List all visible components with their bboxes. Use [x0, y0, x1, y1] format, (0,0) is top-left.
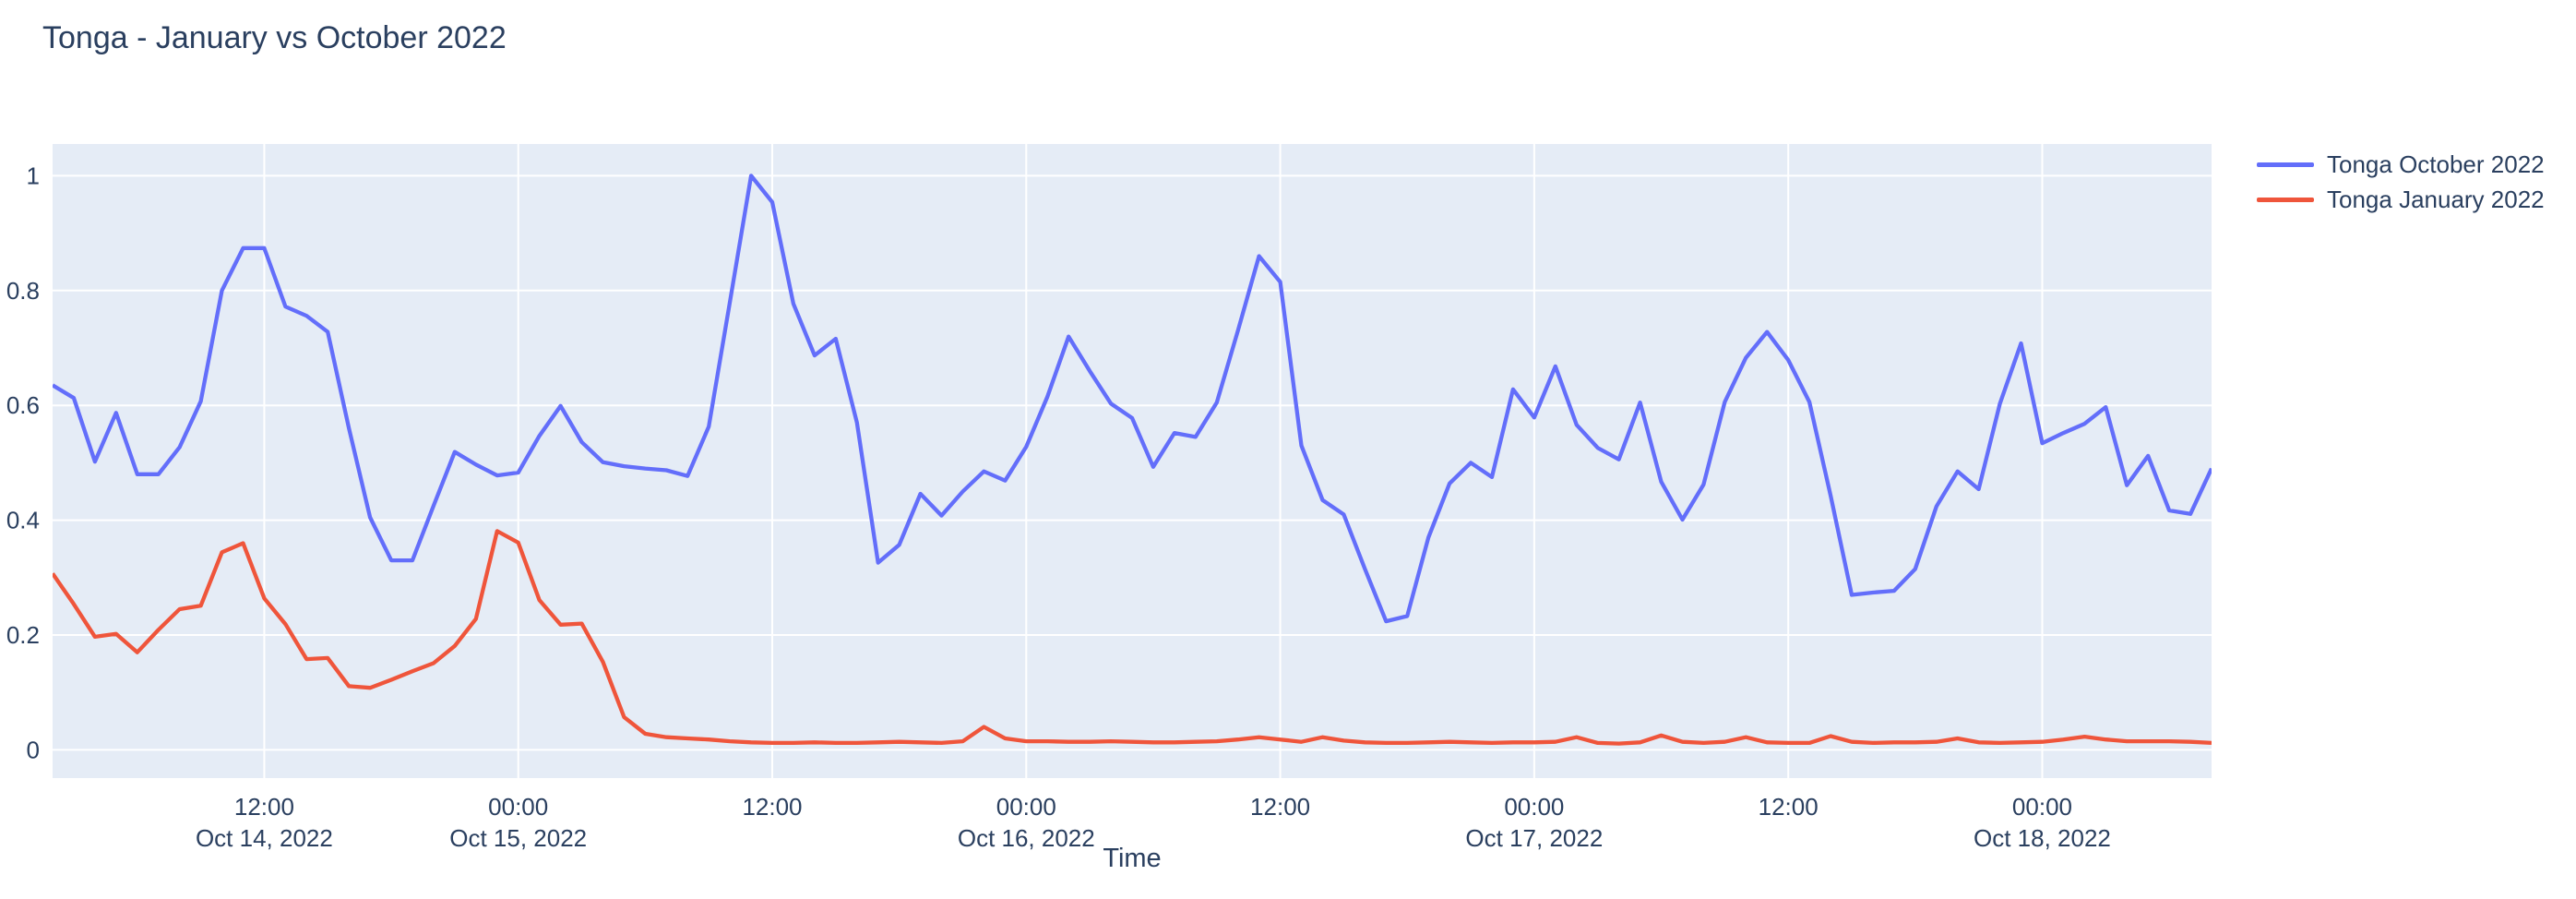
chart-title: Tonga - January vs October 2022 [42, 20, 507, 55]
legend-line-swatch-january [2257, 197, 2314, 202]
legend-item-tonga-october-2022[interactable]: Tonga October 2022 [2257, 150, 2545, 178]
y-tick-label: 0 [27, 736, 40, 763]
x-tick-date-label: Oct 15, 2022 [449, 824, 587, 852]
x-tick-time-label: 12:00 [234, 793, 294, 821]
x-tick-date-label: Oct 18, 2022 [1974, 824, 2111, 852]
x-tick-time-label: 12:00 [1250, 793, 1310, 821]
x-tick-date-label: Oct 16, 2022 [958, 824, 1095, 852]
series-line-tonga-january-2022 [53, 529, 2212, 746]
legend-item-tonga-january-2022[interactable]: Tonga January 2022 [2257, 185, 2545, 213]
x-tick-time-label: 00:00 [488, 793, 548, 821]
x-tick-time-label: 12:00 [1759, 793, 1819, 821]
y-tick-label: 1 [27, 162, 40, 189]
series-line-tonga-october-2022 [53, 174, 2212, 624]
plot-area [53, 144, 2212, 778]
x-tick-time-label: 00:00 [2012, 793, 2072, 821]
legend-label-october: Tonga October 2022 [2327, 150, 2545, 178]
legend: Tonga October 2022 Tonga January 2022 [2257, 150, 2545, 213]
x-tick-time-label: 00:00 [996, 793, 1056, 821]
y-tick-label: 0.6 [6, 391, 40, 419]
y-tick-label: 0.4 [6, 507, 40, 534]
x-tick-date-label: Oct 14, 2022 [196, 824, 333, 852]
legend-line-swatch-october [2257, 162, 2314, 167]
y-tick-label: 0.2 [6, 621, 40, 649]
x-tick-time-label: 00:00 [1504, 793, 1564, 821]
legend-label-january: Tonga January 2022 [2327, 185, 2545, 213]
x-tick-date-label: Oct 17, 2022 [1465, 824, 1603, 852]
y-tick-label: 0.8 [6, 277, 40, 305]
x-tick-time-label: 12:00 [742, 793, 802, 821]
x-axis-title: Time [1103, 844, 1162, 873]
